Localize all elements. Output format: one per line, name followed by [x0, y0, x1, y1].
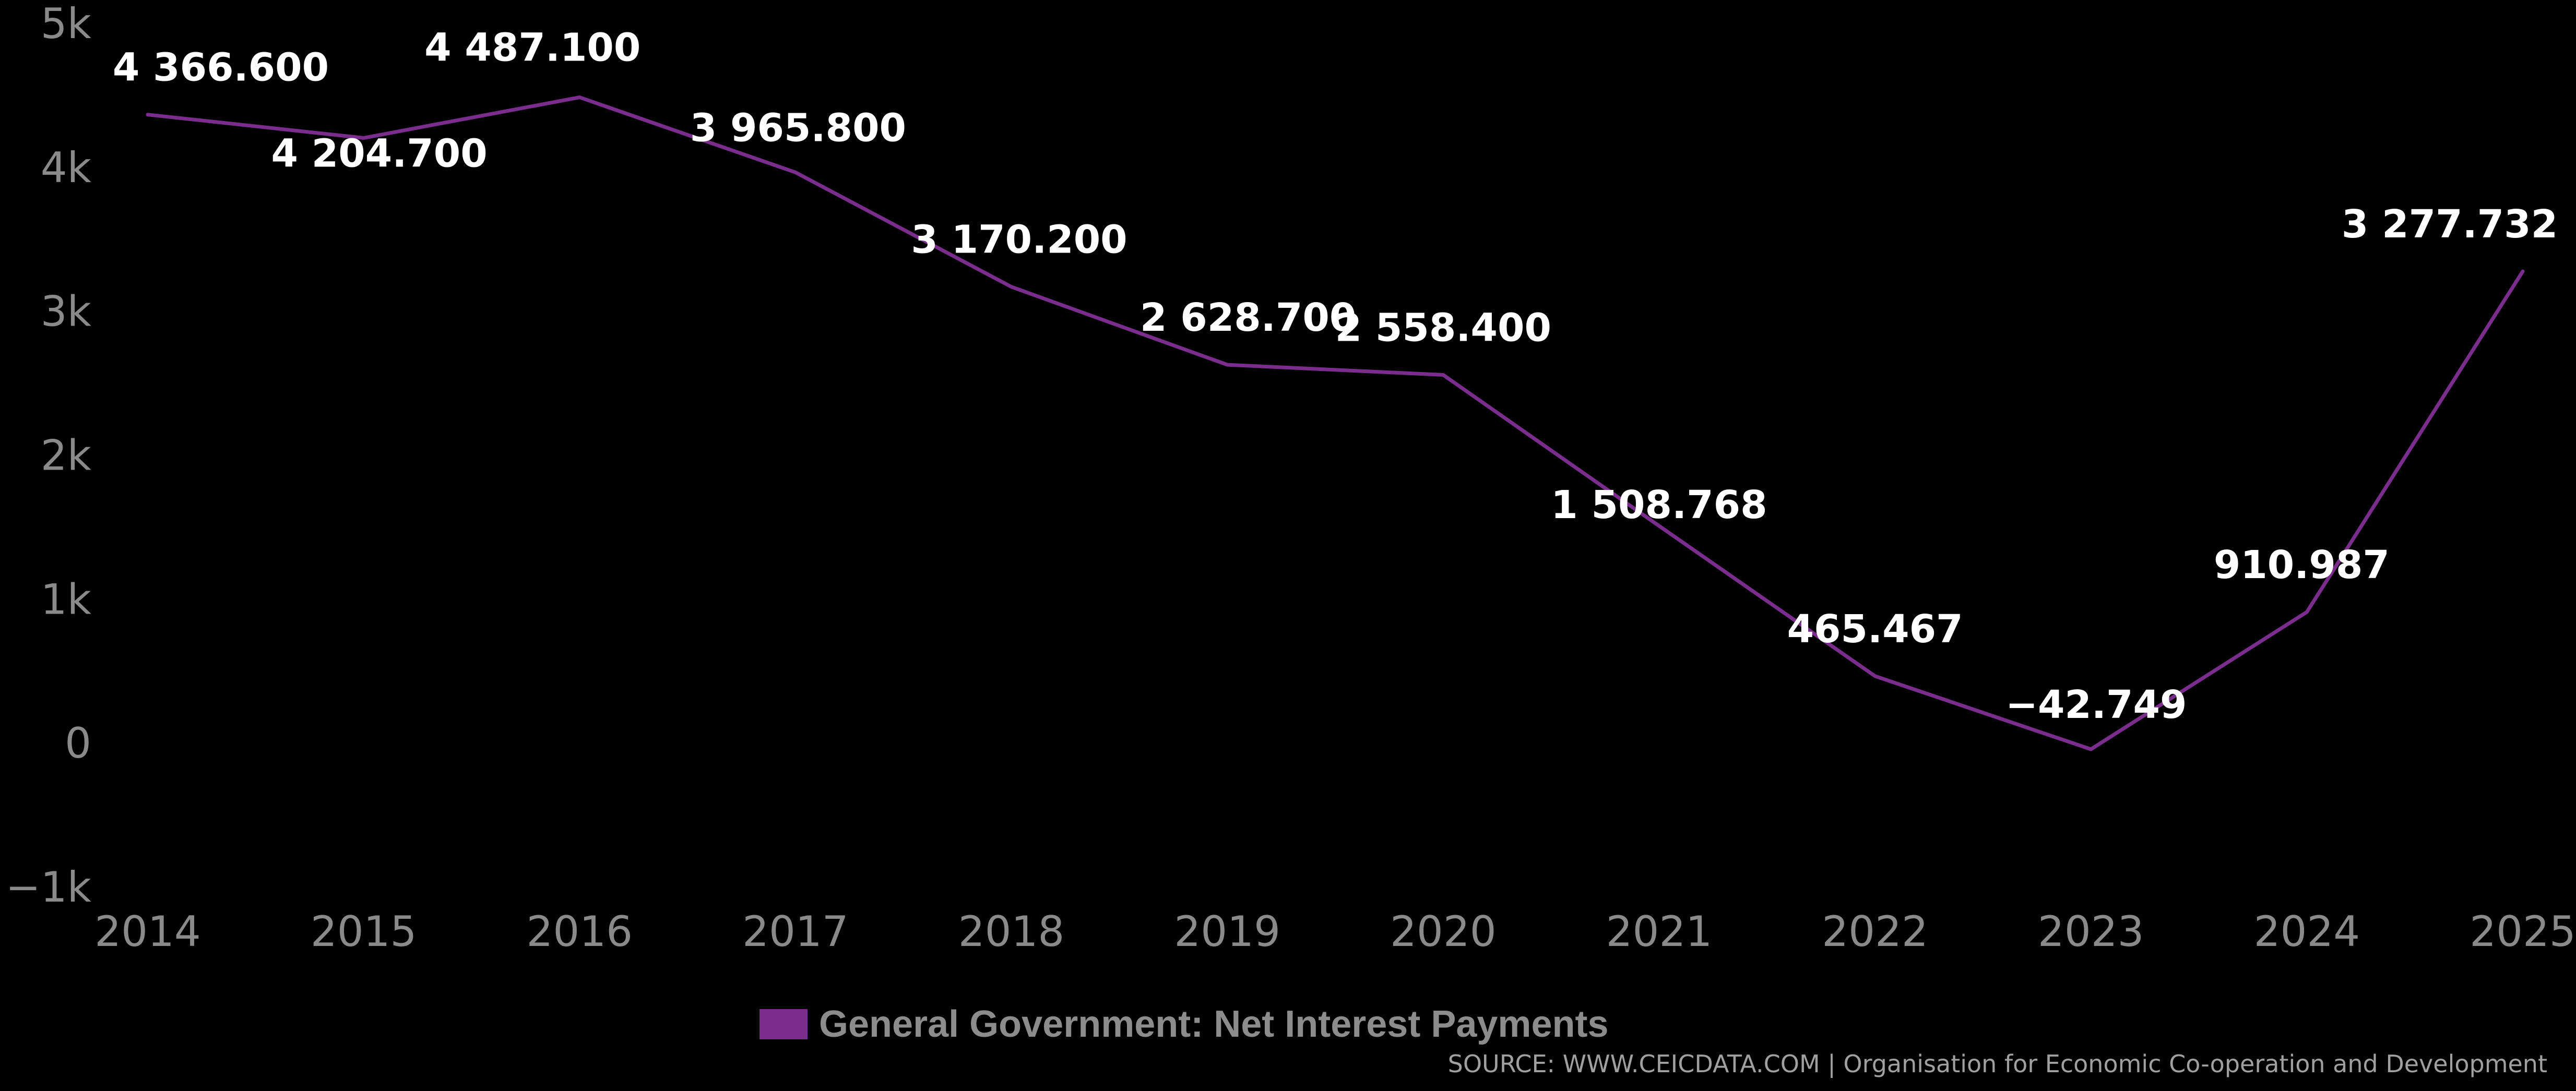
x-tick-label: 2020	[1390, 907, 1497, 956]
legend-label: General Government: Net Interest Payment…	[819, 1003, 1609, 1045]
data-label: 3 170.200	[911, 218, 1127, 262]
data-label: 1 508.768	[1551, 483, 1767, 527]
y-tick-label: 0	[65, 719, 91, 768]
data-label: 910.987	[2214, 543, 2390, 588]
data-label: 3 965.800	[690, 105, 906, 150]
data-label: 4 366.600	[113, 45, 329, 90]
data-label: 465.467	[1787, 607, 1963, 652]
y-tick-label: 4k	[41, 143, 92, 192]
y-tick-label: 2k	[41, 431, 92, 480]
series-line	[146, 95, 2525, 751]
x-tick-label: 2021	[1606, 907, 1713, 956]
data-label: 2 558.400	[1335, 305, 1551, 350]
x-tick-label: 2017	[742, 907, 849, 956]
source-note: SOURCE: WWW.CEICDATA.COM | Organisation …	[1447, 1050, 2547, 1078]
x-tick-label: 2018	[958, 907, 1065, 956]
y-tick-label: 3k	[41, 287, 92, 336]
x-tick-label: 2024	[2254, 907, 2360, 956]
y-tick-label: −1k	[6, 863, 92, 912]
data-label: 2 628.700	[1140, 295, 1356, 340]
x-tick-label: 2014	[94, 907, 201, 956]
x-tick-label: 2025	[2470, 907, 2576, 956]
legend[interactable]: General Government: Net Interest Payment…	[759, 1001, 1609, 1048]
x-tick-label: 2016	[526, 907, 633, 956]
x-tick-label: 2015	[311, 907, 417, 956]
x-tick-label: 2019	[1174, 907, 1280, 956]
x-tick-label: 2022	[1822, 907, 1928, 956]
x-tick-label: 2023	[2038, 907, 2144, 956]
data-label: −42.749	[2005, 682, 2187, 727]
y-tick-label: 5k	[41, 0, 92, 48]
legend-swatch	[759, 1009, 808, 1039]
data-label: 4 487.100	[424, 25, 640, 70]
data-label: 3 277.732	[2342, 202, 2558, 247]
y-tick-label: 1k	[41, 575, 92, 624]
data-label: 4 204.700	[271, 131, 487, 176]
